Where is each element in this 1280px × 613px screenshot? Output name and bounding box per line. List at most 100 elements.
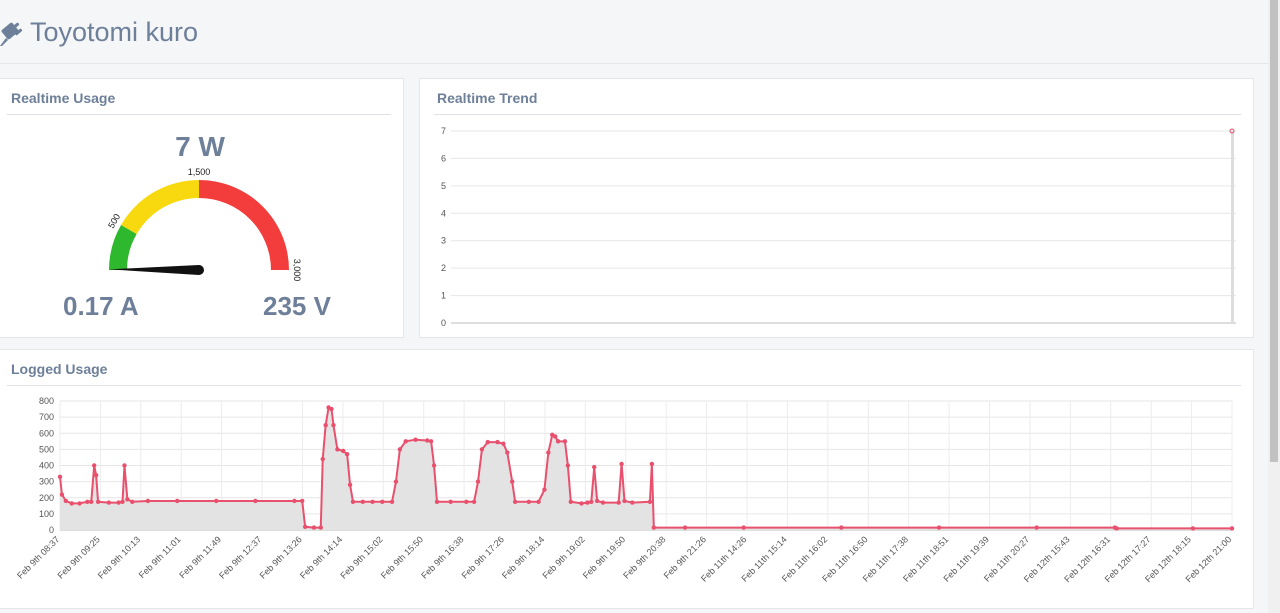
data-point	[1114, 526, 1119, 531]
data-point	[448, 499, 453, 504]
voltage-readout: 235 V	[263, 291, 331, 321]
data-point	[651, 525, 657, 530]
y-tick-label: 5	[441, 181, 446, 191]
data-point	[311, 525, 317, 530]
data-point	[682, 525, 688, 530]
data-point	[91, 463, 97, 468]
data-point	[555, 439, 561, 444]
data-point	[397, 447, 403, 452]
data-point	[380, 499, 385, 504]
data-point	[403, 439, 408, 444]
data-point	[622, 498, 627, 504]
data-point	[936, 525, 942, 530]
y-tick-label: 600	[39, 428, 54, 438]
data-point	[647, 499, 653, 504]
trend-area	[1231, 131, 1234, 323]
data-point	[77, 501, 82, 506]
data-point	[562, 439, 568, 444]
data-point	[413, 437, 418, 442]
current-readout: 0.17 A	[63, 291, 139, 321]
data-point	[526, 499, 531, 504]
data-point	[475, 479, 481, 484]
gauge-band-2	[199, 180, 289, 270]
data-point	[63, 498, 69, 504]
data-point	[93, 472, 99, 478]
y-tick-label: 6	[441, 153, 446, 163]
page-title: Toyotomi kuro	[30, 17, 199, 47]
data-point	[616, 500, 621, 505]
data-point	[630, 500, 635, 505]
realtime-usage-card: Realtime Usage	[0, 78, 404, 338]
data-point	[536, 499, 541, 504]
y-tick-label: 800	[39, 396, 54, 406]
data-point	[428, 439, 434, 444]
y-tick-label: 0	[49, 525, 54, 535]
data-point	[542, 487, 547, 492]
gauge-needle	[109, 265, 200, 275]
data-point	[347, 482, 353, 488]
data-point	[485, 439, 490, 445]
y-tick-label: 400	[39, 461, 54, 471]
data-point	[360, 499, 365, 504]
gauge-tick-label: 1,500	[188, 167, 211, 177]
data-point	[546, 450, 551, 455]
data-point	[1190, 526, 1196, 531]
data-point	[509, 479, 515, 484]
data-point	[320, 456, 325, 462]
y-tick-label: 0	[441, 318, 446, 328]
data-point	[425, 438, 430, 443]
y-tick-label: 200	[39, 493, 54, 503]
card-title: Realtime Trend	[437, 90, 538, 106]
gauge-tick-label: 3,000	[292, 259, 302, 282]
data-point	[145, 498, 151, 504]
data-point	[122, 463, 127, 468]
gauge-band-1	[121, 180, 199, 234]
data-point	[839, 525, 844, 530]
usage-area	[60, 407, 1232, 530]
scrollbar-thumb[interactable]	[1270, 0, 1278, 462]
data-point	[292, 498, 297, 504]
logged-usage-card: Logged Usage	[0, 349, 1254, 609]
data-point	[57, 474, 63, 479]
vertical-scrollbar[interactable]	[1268, 0, 1280, 613]
y-tick-label: 500	[39, 444, 54, 454]
data-point	[592, 464, 597, 470]
data-point	[335, 447, 340, 452]
gauge-band-0	[109, 225, 137, 270]
x-tick-label: Feb 9th 10:13	[96, 534, 142, 580]
data-point	[600, 500, 606, 505]
data-point	[389, 499, 395, 504]
data-point	[175, 498, 180, 504]
data-point	[431, 463, 437, 468]
data-point	[329, 406, 334, 412]
y-tick-label: 3	[441, 236, 446, 246]
data-point	[393, 479, 399, 484]
data-point	[69, 501, 74, 506]
plug-icon	[0, 22, 23, 46]
data-point	[344, 452, 350, 457]
data-point	[120, 499, 125, 504]
data-point	[370, 499, 375, 504]
data-point	[106, 500, 112, 505]
y-tick-label: 1	[441, 291, 446, 301]
data-point	[495, 439, 500, 445]
y-tick-label: 100	[39, 509, 54, 519]
data-point	[253, 498, 258, 504]
card-title: Logged Usage	[11, 361, 108, 377]
data-point	[130, 499, 135, 504]
y-tick-label: 4	[441, 208, 446, 218]
page-header: Toyotomi kuro	[0, 0, 1268, 64]
data-point	[59, 492, 65, 497]
data-point	[741, 525, 746, 530]
data-point	[350, 499, 356, 504]
data-point	[464, 499, 469, 504]
data-point	[434, 499, 440, 504]
data-point	[85, 499, 90, 504]
data-point	[579, 501, 584, 506]
gauge-needle-pivot	[194, 265, 204, 275]
data-point	[505, 450, 510, 455]
data-point	[565, 463, 571, 468]
y-tick-label: 2	[441, 263, 446, 273]
realtime-trend-chart: 0 1 2 3 4 5 6 7	[441, 126, 1236, 328]
